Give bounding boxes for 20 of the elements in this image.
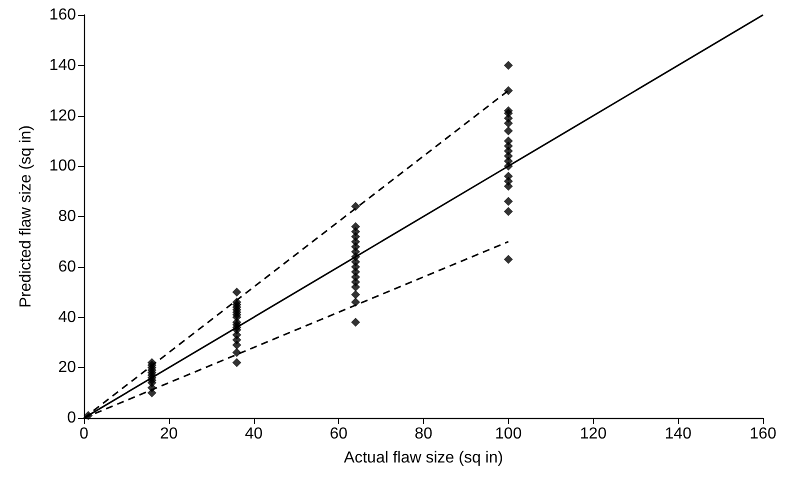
x-tick-label: 100 [495, 426, 522, 442]
x-tick-label: 60 [330, 426, 348, 442]
y-tick-label: 40 [58, 308, 76, 326]
y-axis-title: Predicted flaw size (sq in) [18, 125, 34, 308]
y-tick-label: 120 [49, 107, 76, 124]
x-tick-label: 40 [244, 426, 263, 442]
y-tick-label: 0 [67, 410, 76, 426]
y-tick-label: 160 [49, 6, 76, 24]
y-tick-label: 60 [58, 258, 76, 276]
x-tick-label: 80 [414, 426, 432, 442]
y-tick-label: 80 [58, 208, 76, 225]
y-tick-label: 100 [49, 158, 76, 175]
y-tick-label: 140 [49, 56, 76, 74]
x-tick-label: 20 [160, 426, 178, 442]
x-tick-label: 140 [664, 426, 692, 442]
x-axis-title: Actual flaw size (sq in) [344, 450, 504, 466]
x-tick-label: 160 [750, 426, 776, 442]
x-tick-label: 0 [80, 426, 89, 442]
x-tick-label: 120 [580, 426, 607, 442]
y-tick-label: 20 [58, 359, 76, 376]
